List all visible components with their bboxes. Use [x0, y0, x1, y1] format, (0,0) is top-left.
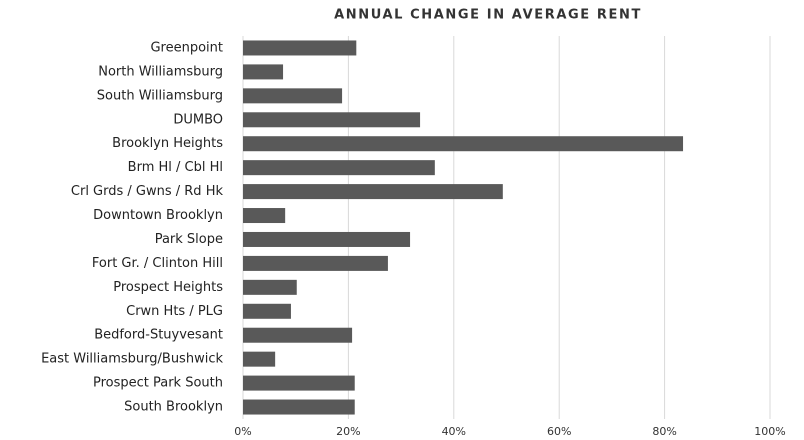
x-tick-label: 60%	[547, 425, 571, 438]
bar	[243, 327, 353, 343]
bar	[243, 303, 291, 319]
y-tick-label: Park Slope	[155, 232, 223, 247]
y-tick-label: Crwn Hts / PLG	[126, 304, 223, 319]
bar	[243, 184, 503, 200]
x-tick-label: 20%	[336, 425, 360, 438]
bar	[243, 231, 411, 247]
y-tick-label: DUMBO	[173, 112, 223, 127]
chart-title: ANNUAL CHANGE IN AVERAGE RENT	[334, 8, 642, 23]
bar	[243, 208, 286, 224]
x-tick-label: 40%	[442, 425, 466, 438]
y-tick-label: Crl Grds / Gwns / Rd Hk	[71, 184, 224, 199]
y-tick-label: Bedford-Stuyvesant	[94, 328, 223, 343]
bar	[243, 375, 355, 391]
y-tick-label: Fort Gr. / Clinton Hill	[92, 256, 223, 271]
y-tick-label: Brm Hl / Cbl Hl	[128, 160, 223, 175]
y-tick-label: Prospect Heights	[113, 280, 223, 295]
y-tick-label: North Williamsburg	[98, 64, 223, 79]
y-tick-label: East Williamsburg/Bushwick	[41, 352, 223, 367]
y-tick-label: Brooklyn Heights	[112, 136, 223, 151]
y-tick-label: Prospect Park South	[93, 376, 223, 391]
bar	[243, 88, 343, 104]
y-tick-label: Greenpoint	[150, 40, 223, 55]
x-tick-label: 100%	[754, 425, 785, 438]
x-tick-label: 0%	[234, 425, 251, 438]
bar	[243, 136, 684, 152]
bar	[243, 64, 284, 80]
bar	[243, 160, 435, 176]
x-tick-label: 80%	[652, 425, 676, 438]
y-tick-label: South Williamsburg	[97, 88, 223, 103]
y-tick-label: South Brooklyn	[124, 400, 223, 415]
bar	[243, 351, 276, 367]
bar	[243, 399, 355, 415]
bar	[243, 255, 388, 271]
bar	[243, 279, 297, 295]
bar	[243, 40, 357, 56]
bar	[243, 112, 421, 128]
y-tick-label: Downtown Brooklyn	[93, 208, 223, 223]
